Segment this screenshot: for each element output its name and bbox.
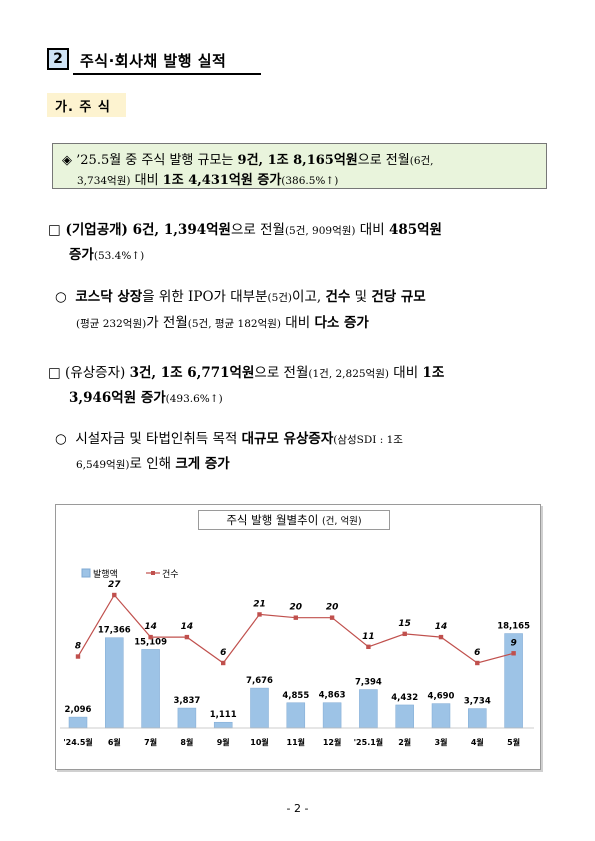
- bar-2: [141, 649, 160, 729]
- rights-sub-line-1: ○ 시설자금 및 타법인취득 목적 대규모 유상증자(삼성SDI : 1조: [55, 431, 403, 447]
- count-label-6: 20: [290, 603, 303, 613]
- page-number: - 2 -: [286, 802, 309, 815]
- issuance-chart: 발행액 건수 2,096 '24.5월 17,366 6월 15,109 7월 3,837 8월 1…: [60, 568, 534, 747]
- rights-paragraph-line-2: 3,946억원 증가(493.6%↑): [69, 390, 223, 406]
- bar-4: [213, 721, 233, 729]
- count-point-2: [148, 634, 153, 640]
- bar-label-5: 7,676: [246, 676, 273, 686]
- bar-9: [395, 704, 414, 729]
- count-point-1: [112, 592, 117, 598]
- ipo-sub-line-2: (평균 232억원)가 전월(5건, 평균 182억원) 대비 다소 증가: [76, 315, 369, 331]
- count-point-5: [257, 612, 262, 617]
- count-label-1: 27: [108, 580, 121, 590]
- bar-label-10: 4,690: [428, 692, 455, 702]
- bar-3: [177, 707, 197, 729]
- x-tick-7: 12월: [323, 737, 342, 747]
- bar-0: [68, 716, 88, 729]
- x-tick-1: 6월: [108, 737, 121, 747]
- bar-label-2: 15,109: [134, 637, 167, 647]
- diamond-bullet-icon: ◈: [62, 153, 72, 168]
- bar-label-6: 4,855: [282, 691, 309, 701]
- bar-6: [286, 702, 306, 729]
- count-label-3: 14: [181, 622, 194, 632]
- count-point-0: [75, 654, 81, 659]
- count-label-2: 14: [144, 622, 157, 632]
- count-label-9: 15: [398, 619, 411, 629]
- x-tick-9: 2월: [398, 737, 411, 747]
- x-tick-4: 9월: [217, 737, 230, 747]
- bar-label-4: 1,111: [210, 710, 237, 720]
- bar-5: [250, 687, 269, 729]
- x-tick-0: '24.5월: [63, 737, 93, 747]
- circle-bullet-icon: ○: [55, 289, 67, 305]
- bar-11: [468, 708, 487, 729]
- bar-label-9: 4,432: [391, 693, 418, 703]
- bar-label-7: 4,863: [319, 691, 346, 701]
- bar-7: [322, 702, 342, 729]
- count-label-5: 21: [253, 599, 266, 609]
- x-tick-6: 11월: [287, 737, 306, 747]
- summary-box: ◈ ’25.5월 중 주식 발행 규모는 9건, 1조 8,165억원으로 전월…: [52, 143, 547, 189]
- circle-bullet-icon: ○: [55, 431, 67, 447]
- count-point-8: [366, 644, 371, 650]
- count-point-4: [221, 660, 226, 666]
- bar-label-0: 2,096: [65, 705, 92, 715]
- x-tick-10: 3월: [435, 737, 448, 747]
- bar-label-1: 17,366: [98, 626, 131, 636]
- count-label-4: 6: [220, 648, 226, 658]
- count-point-7: [329, 615, 335, 620]
- bar-10: [431, 703, 451, 729]
- legend-bar-label: 발행액: [93, 568, 118, 580]
- x-tick-5: 10월: [250, 737, 269, 747]
- x-tick-8: '25.1월: [354, 737, 384, 747]
- x-tick-2: 7월: [144, 737, 157, 747]
- count-point-12: [511, 651, 516, 656]
- count-label-7: 20: [326, 603, 339, 613]
- count-point-11: [475, 660, 480, 666]
- ipo-paragraph-line-1: □ (기업공개) 6건, 1,394억원으로 전월(5건, 909억원) 대비 …: [48, 222, 442, 238]
- ipo-paragraph-line-2: 증가(53.4%↑): [69, 247, 145, 263]
- count-label-0: 8: [75, 642, 81, 652]
- count-point-3: [184, 634, 190, 640]
- bar-label-8: 7,394: [355, 678, 382, 688]
- count-point-10: [438, 634, 444, 640]
- x-tick-3: 8월: [180, 737, 193, 747]
- count-label-11: 6: [474, 648, 480, 658]
- bar-label-3: 3,837: [173, 696, 200, 706]
- rights-paragraph-line-1: □ (유상증자) 3건, 1조 6,771억원으로 전월(1건, 2,825억원…: [48, 365, 445, 381]
- x-tick-12: 5월: [507, 737, 520, 747]
- summary-line-2: 3,734억원) 대비 1조 4,431억원 증가(386.5%↑): [77, 173, 339, 188]
- section-underline: [73, 73, 261, 75]
- bar-label-12: 18,165: [497, 622, 530, 632]
- count-point-6: [293, 615, 298, 620]
- chart-title: 주식 발행 월별추이 (건, 억원): [198, 510, 390, 530]
- count-point-9: [402, 631, 407, 637]
- square-bullet-icon: □: [48, 222, 61, 238]
- section-number: 2: [47, 48, 69, 70]
- count-label-12: 9: [510, 638, 516, 648]
- legend-line-label: 건수: [162, 569, 179, 580]
- rights-sub-line-2: 6,549억원)로 인해 크게 증가: [76, 456, 230, 472]
- square-bullet-icon: □: [48, 365, 61, 381]
- subsection-title: 가. 주 식: [47, 93, 126, 117]
- summary-line-1: ◈ ’25.5월 중 주식 발행 규모는 9건, 1조 8,165억원으로 전월…: [62, 153, 434, 168]
- bar-label-11: 3,734: [464, 697, 491, 707]
- count-label-10: 14: [435, 622, 448, 632]
- section-title: 주식·회사채 발행 실적: [80, 52, 227, 70]
- bar-8: [359, 689, 378, 729]
- x-tick-11: 4월: [471, 737, 484, 747]
- legend-line-marker: [151, 571, 155, 575]
- count-label-8: 11: [362, 632, 375, 642]
- bar-1: [105, 637, 124, 729]
- legend-bar-swatch: [81, 568, 91, 578]
- ipo-sub-line-1: ○ 코스닥 상장을 위한 IPO가 대부분(5건)이고, 건수 및 건당 규모: [55, 289, 426, 305]
